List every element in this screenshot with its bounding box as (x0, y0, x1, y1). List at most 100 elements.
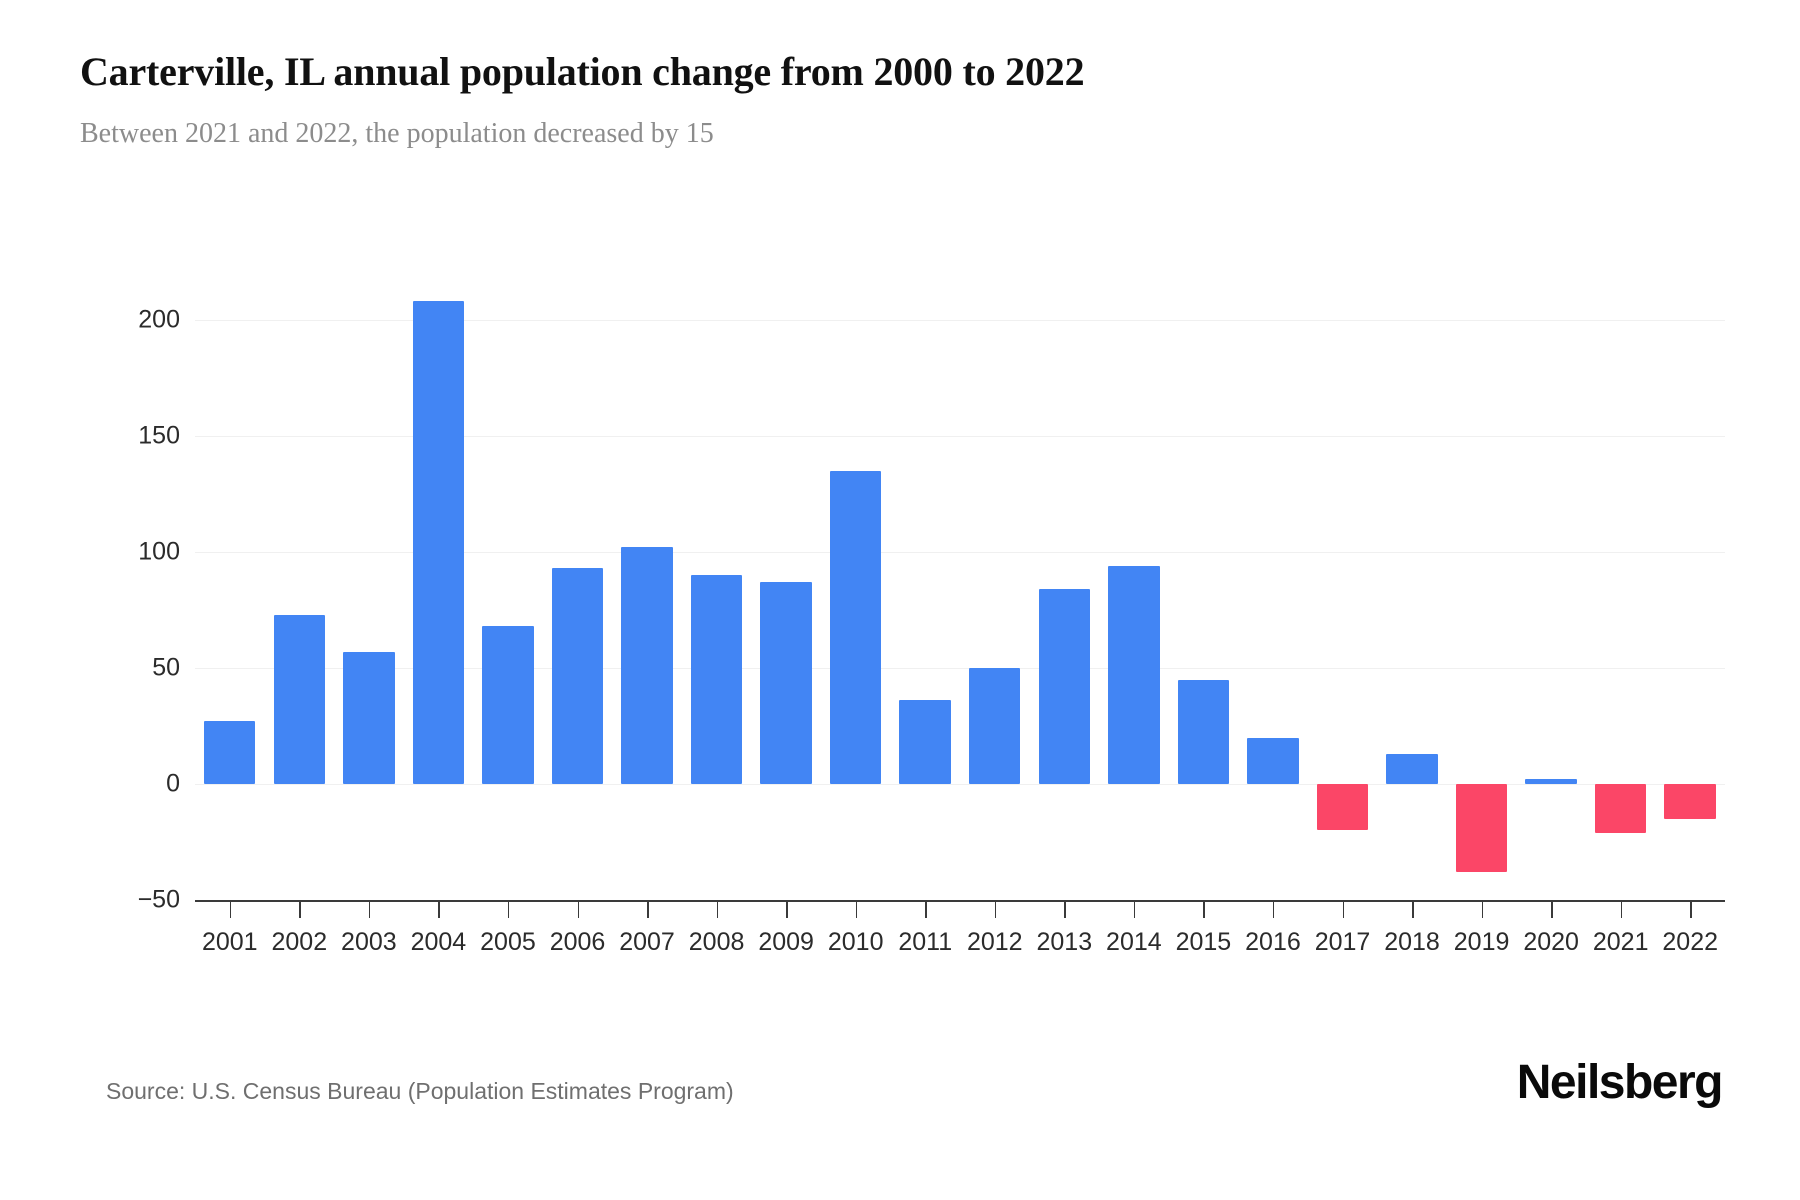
x-axis-tick-label: 2019 (1453, 928, 1510, 956)
table-row[interactable] (621, 320, 673, 900)
bar-positive[interactable] (690, 575, 743, 784)
table-row[interactable] (412, 301, 465, 900)
x-axis-tick-mark (1064, 900, 1066, 918)
bar-positive[interactable] (899, 700, 951, 784)
x-axis-tick-mark (1481, 900, 1484, 918)
x-axis-tick-label: 2022 (1662, 928, 1719, 956)
x-axis-tick-mark (368, 900, 371, 918)
bar-negative[interactable] (1664, 784, 1716, 819)
table-row[interactable] (1316, 320, 1369, 900)
bar-positive[interactable] (204, 721, 256, 784)
x-axis-tick-label: 2020 (1523, 928, 1579, 956)
table-row[interactable] (482, 320, 534, 900)
y-axis-tick-label: 50 (152, 653, 180, 682)
x-axis-tick-mark (229, 900, 232, 918)
table-row[interactable] (899, 320, 951, 900)
gridline (195, 784, 1725, 785)
x-axis-tick-mark (1690, 900, 1692, 918)
bar-positive[interactable] (829, 470, 882, 784)
table-row[interactable] (1177, 320, 1230, 900)
bar-positive[interactable] (760, 582, 812, 784)
x-axis-tick-label: 2015 (1175, 928, 1232, 956)
x-axis-tick-mark (716, 900, 719, 918)
x-axis-tick-mark (1133, 900, 1136, 918)
table-row[interactable] (343, 320, 395, 900)
x-axis-tick-mark (1272, 900, 1275, 918)
bar-series (195, 301, 1725, 900)
bar-positive[interactable] (969, 668, 1021, 784)
gridline (195, 436, 1725, 437)
bar-negative[interactable] (1594, 784, 1647, 833)
x-axis-tick-mark (786, 900, 788, 918)
bar-positive[interactable] (621, 547, 673, 784)
x-axis-tick-mark (925, 900, 927, 918)
x-axis-tick-mark (1342, 900, 1344, 918)
x-axis-tick-mark (647, 900, 649, 918)
table-row[interactable] (1247, 320, 1299, 900)
table-row[interactable] (760, 320, 812, 900)
bar-negative[interactable] (1316, 784, 1369, 831)
bar-positive[interactable] (1038, 589, 1091, 784)
x-axis-tick-mark (1203, 900, 1205, 918)
table-row[interactable] (1108, 320, 1160, 900)
x-axis-tick-mark (855, 900, 858, 918)
table-row[interactable] (690, 320, 743, 900)
x-axis-tick-mark (299, 900, 301, 918)
x-axis-tick-label: 2005 (480, 928, 536, 956)
table-row[interactable] (1455, 320, 1508, 900)
bar-positive[interactable] (1247, 737, 1299, 784)
brand-logo: Neilsberg (1516, 1056, 1724, 1109)
x-axis-tick-label: 2009 (758, 928, 814, 956)
table-row[interactable] (1664, 320, 1716, 900)
y-axis-tick-label: −50 (137, 885, 180, 914)
x-axis-tick-label: 2012 (966, 928, 1023, 956)
x-axis-tick-label: 2016 (1245, 928, 1301, 956)
source-note: Source: U.S. Census Bureau (Population E… (106, 1078, 734, 1104)
bar-positive[interactable] (1386, 753, 1438, 784)
table-row[interactable] (204, 320, 256, 900)
bar-positive[interactable] (1177, 679, 1230, 784)
x-axis-line (195, 900, 1725, 902)
bar-negative[interactable] (1455, 784, 1508, 873)
x-axis-tick-label: 2006 (549, 928, 606, 956)
bar-positive[interactable] (412, 301, 465, 784)
table-row[interactable] (829, 320, 882, 900)
table-row[interactable] (273, 320, 326, 900)
x-axis-tick-mark (577, 900, 579, 918)
x-axis-tick-label: 2002 (271, 928, 328, 956)
x-axis-tick-mark (507, 900, 510, 918)
table-row[interactable] (1386, 320, 1438, 900)
x-axis-tick-label: 2021 (1592, 928, 1649, 956)
table-row[interactable] (1525, 320, 1577, 900)
table-row[interactable] (1594, 320, 1647, 900)
table-row[interactable] (969, 320, 1021, 900)
x-axis-tick-mark (1620, 900, 1623, 918)
x-axis-tick-label: 2010 (827, 928, 884, 956)
x-axis-tick-label: 2013 (1036, 928, 1093, 956)
table-row[interactable] (551, 320, 604, 900)
y-axis-tick-label: 150 (138, 421, 180, 450)
x-axis-tick-mark (1412, 900, 1414, 918)
x-axis-tick-label: 2003 (341, 928, 397, 956)
x-axis-tick-label: 2007 (619, 928, 675, 956)
bar-positive[interactable] (1525, 779, 1577, 784)
y-axis-tick-label: 200 (138, 305, 180, 334)
x-axis-tick-mark (994, 900, 997, 918)
gridline (195, 552, 1725, 553)
y-axis-tick-label: 0 (166, 769, 180, 798)
page-title: Carterville, IL annual population change… (80, 49, 1085, 94)
gridline (195, 668, 1725, 669)
table-row[interactable] (1038, 320, 1091, 900)
bar-positive[interactable] (273, 614, 326, 784)
x-axis-tick-label: 2008 (688, 928, 745, 956)
x-axis-tick-label: 2014 (1106, 928, 1162, 956)
bar-positive[interactable] (482, 626, 534, 784)
x-axis-tick-label: 2011 (898, 928, 953, 956)
bar-positive[interactable] (343, 651, 395, 784)
x-axis-tick-label: 2001 (201, 928, 258, 956)
bar-positive[interactable] (1108, 565, 1160, 784)
x-axis-tick-label: 2017 (1314, 928, 1371, 956)
x-axis-labels: 2001 2002 2003 2004 2005 2006 2007 2008 2009 2010… (195, 900, 1725, 1000)
bar-positive[interactable] (551, 568, 604, 784)
